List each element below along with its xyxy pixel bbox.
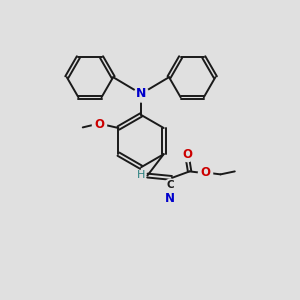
- Text: O: O: [182, 148, 192, 161]
- Text: N: N: [165, 192, 175, 205]
- Text: N: N: [136, 87, 146, 100]
- Text: O: O: [94, 118, 104, 131]
- Text: C: C: [167, 180, 174, 190]
- Text: O: O: [200, 167, 210, 179]
- Text: H: H: [137, 170, 145, 180]
